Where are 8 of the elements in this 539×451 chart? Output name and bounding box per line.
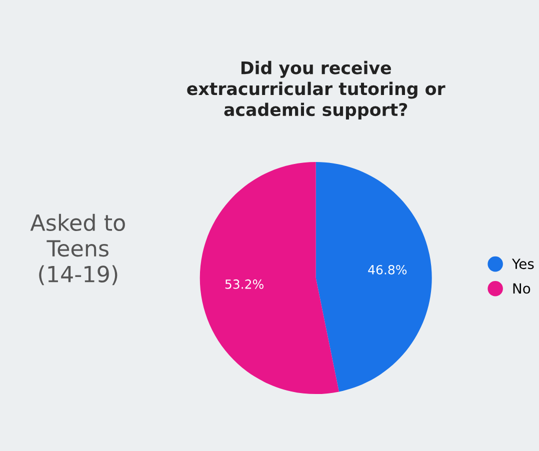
chart-title: Did you receive extracurricular tutoring or academic support? <box>187 60 446 120</box>
pie-slice <box>316 162 432 392</box>
legend-label: No <box>513 283 530 294</box>
data-label: 46.8% <box>368 264 407 274</box>
legend-label: Yes <box>512 258 534 270</box>
data-label: 53.2% <box>225 279 264 289</box>
pie-slice <box>200 162 340 394</box>
text: Asked to Teens (14-19) <box>30 214 125 286</box>
